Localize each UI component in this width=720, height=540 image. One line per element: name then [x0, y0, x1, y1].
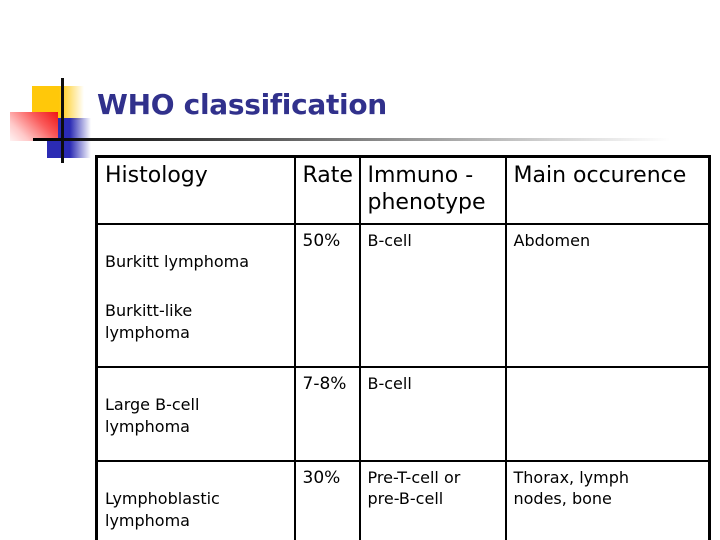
table-row: Large B-cell lymphoma 7-8% B-cell — [95, 366, 711, 463]
col-header-immunophenotype: Immuno - phenotype — [358, 155, 507, 225]
histology-paragraph: Lymphoblastic lymphoma — [105, 489, 220, 530]
cell-main-occurence: Thorax, lymph nodes, bone — [504, 460, 711, 540]
table-row: Burkitt lymphoma Burkitt-like lymphoma 5… — [95, 222, 711, 369]
cell-rate: 7-8% — [293, 366, 361, 463]
slide-title: WHO classification — [97, 88, 387, 121]
cell-rate: 30% — [293, 460, 361, 540]
cell-immunophenotype: B-cell — [358, 222, 507, 369]
cell-histology: Large B-cell lymphoma — [95, 366, 296, 463]
col-header-histology: Histology — [95, 155, 296, 225]
cell-main-occurence: Abdomen — [504, 222, 711, 369]
cell-rate: 50% — [293, 222, 361, 369]
cell-histology: Burkitt lymphoma Burkitt-like lymphoma — [95, 222, 296, 369]
histology-paragraph: Burkitt lymphoma — [105, 251, 250, 271]
cell-main-occurence — [504, 366, 711, 463]
title-underline-rule — [33, 138, 670, 141]
histology-paragraph: Burkitt-like lymphoma — [105, 301, 193, 342]
table-row: Lymphoblastic lymphoma 30% Pre-T-cell or… — [95, 460, 711, 540]
accent-red-square — [10, 112, 58, 141]
accent-vertical-line — [61, 78, 64, 163]
col-header-main-occurence: Main occurence — [504, 155, 711, 225]
table-header-row: Histology Rate Immuno - phenotype Main o… — [95, 155, 711, 225]
cell-immunophenotype: B-cell — [358, 366, 507, 463]
cell-immunophenotype: Pre-T-cell or pre-B-cell — [358, 460, 507, 540]
histology-paragraph: Large B-cell lymphoma — [105, 395, 200, 436]
col-header-rate: Rate — [293, 155, 361, 225]
who-classification-table: Histology Rate Immuno - phenotype Main o… — [95, 155, 711, 540]
cell-histology: Lymphoblastic lymphoma — [95, 460, 296, 540]
